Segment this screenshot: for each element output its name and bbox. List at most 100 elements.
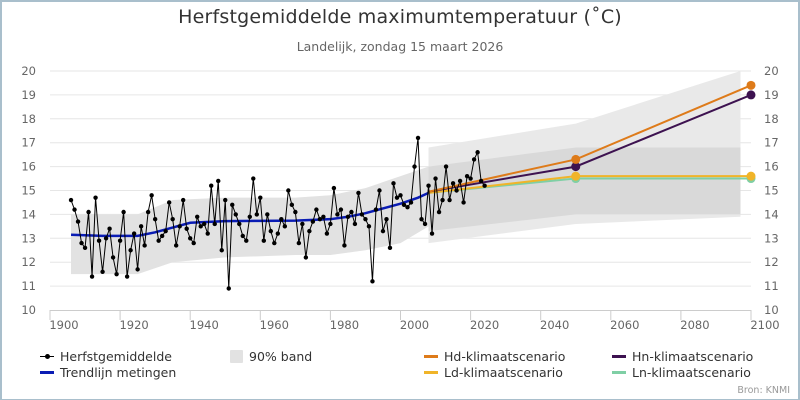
observation-point — [114, 271, 119, 277]
observation-point — [86, 209, 91, 215]
observation-point — [230, 202, 235, 208]
tick-labels: 10 10 11 11 12 12 13 13 14 14 15 15 16 16 17 17 18 18 19 19… — [21, 64, 779, 332]
y-tick-label-right: 20 — [764, 64, 779, 78]
observation-point — [468, 176, 473, 181]
observation-point — [447, 197, 452, 203]
x-tick-label: 2000 — [400, 318, 429, 332]
x-tick-label: 1960 — [260, 318, 289, 332]
observation-point — [205, 231, 210, 236]
observation-point — [419, 216, 424, 222]
observation-point — [142, 243, 147, 248]
observation-point — [286, 188, 291, 193]
band-scenario-inner — [428, 147, 741, 232]
observation-point — [209, 183, 214, 188]
observation-point — [96, 238, 102, 243]
observation-point — [478, 178, 484, 184]
observation-point — [429, 231, 435, 236]
observation-point — [244, 238, 249, 243]
observation-point — [303, 255, 309, 260]
y-tick-label-right: 18 — [764, 112, 779, 126]
observation-point — [342, 243, 347, 248]
observation-point — [293, 209, 298, 215]
legend-item-ln[interactable]: Ln-klimaatscenario — [612, 365, 751, 380]
legend-line-swatch — [424, 371, 438, 374]
observation-point — [261, 238, 267, 243]
observation-point — [173, 243, 179, 248]
observation-point — [356, 190, 361, 196]
legend-line-swatch — [612, 371, 626, 374]
y-tick-label-right: 10 — [764, 303, 779, 317]
legend-item-hd[interactable]: Hd-klimaatscenario — [424, 349, 565, 364]
legend-dot-line-swatch — [40, 352, 54, 361]
legend-label: Trendlijn metingen — [60, 365, 177, 380]
legend-label: Herfstgemiddelde — [60, 349, 172, 364]
x-tick-label: 2020 — [470, 318, 499, 332]
observation-point — [117, 238, 123, 243]
observation-point — [166, 200, 172, 205]
legend-item-90-band[interactable]: 90% band — [230, 349, 312, 364]
observation-point — [307, 228, 312, 234]
observation-point — [212, 221, 217, 227]
observation-point — [338, 207, 344, 212]
y-tick-label-left: 12 — [21, 255, 36, 269]
observation-point — [170, 216, 175, 222]
observation-point — [380, 228, 386, 234]
observation-point — [254, 212, 259, 217]
observation-point — [198, 224, 203, 229]
scenario-point-hd — [571, 154, 581, 164]
y-tick-label-left: 16 — [21, 160, 36, 174]
observation-point — [138, 224, 144, 229]
legend-item-hn[interactable]: Hn-klimaatscenario — [612, 349, 753, 364]
observation-point — [163, 228, 168, 234]
axes — [49, 310, 752, 320]
legend-label: Hd-klimaatscenario — [444, 349, 566, 364]
observation-point — [300, 221, 305, 227]
observation-point — [72, 207, 77, 212]
observation-point — [384, 216, 389, 222]
observation-point — [177, 224, 182, 229]
observation-point — [279, 216, 284, 222]
observation-point — [107, 226, 112, 231]
observation-point — [289, 202, 295, 208]
y-tick-label-right: 11 — [764, 279, 779, 293]
y-tick-label-left: 18 — [21, 112, 36, 126]
legend-label: Hn-klimaatscenario — [632, 349, 754, 364]
observation-point — [461, 200, 466, 205]
observation-point — [93, 195, 98, 200]
legend-label: 90% band — [249, 349, 313, 364]
observation-point — [401, 202, 407, 208]
legend-box-swatch — [230, 350, 243, 363]
observation-point — [471, 157, 477, 162]
observation-point — [314, 207, 319, 212]
observation-point — [268, 228, 274, 234]
observation-point — [321, 214, 326, 219]
observation-point — [226, 286, 231, 291]
observation-point — [366, 224, 372, 229]
x-tick-label: 1900 — [49, 318, 78, 332]
observation-point — [331, 185, 337, 191]
observation-point — [398, 193, 403, 198]
y-tick-label-left: 10 — [21, 303, 36, 317]
observation-point — [223, 197, 228, 203]
observation-point — [82, 245, 88, 251]
legend-line-swatch — [612, 355, 626, 358]
y-tick-label-left: 19 — [21, 88, 36, 102]
bands — [71, 71, 741, 275]
legend-item-trendlijn[interactable]: Trendlijn metingen — [40, 365, 176, 380]
observation-point — [124, 274, 130, 279]
y-tick-label-right: 13 — [764, 231, 779, 245]
observation-point — [240, 233, 245, 239]
observation-point — [317, 216, 323, 222]
observation-point — [373, 207, 379, 212]
legend-item-herfstgemiddelde[interactable]: Herfstgemiddelde — [40, 349, 172, 364]
observation-point — [135, 267, 140, 272]
legend-item-ld[interactable]: Ld-klimaatscenario — [424, 365, 563, 380]
observation-point — [440, 197, 445, 203]
scenario-point-ld — [746, 171, 756, 181]
observation-point — [422, 221, 428, 227]
chart-subtitle: Landelijk, zondag 15 maart 2026 — [296, 39, 504, 54]
observation-point — [68, 197, 74, 203]
observation-point — [394, 195, 400, 200]
y-tick-label-right: 19 — [764, 88, 779, 102]
legend-line-swatch — [40, 371, 54, 374]
